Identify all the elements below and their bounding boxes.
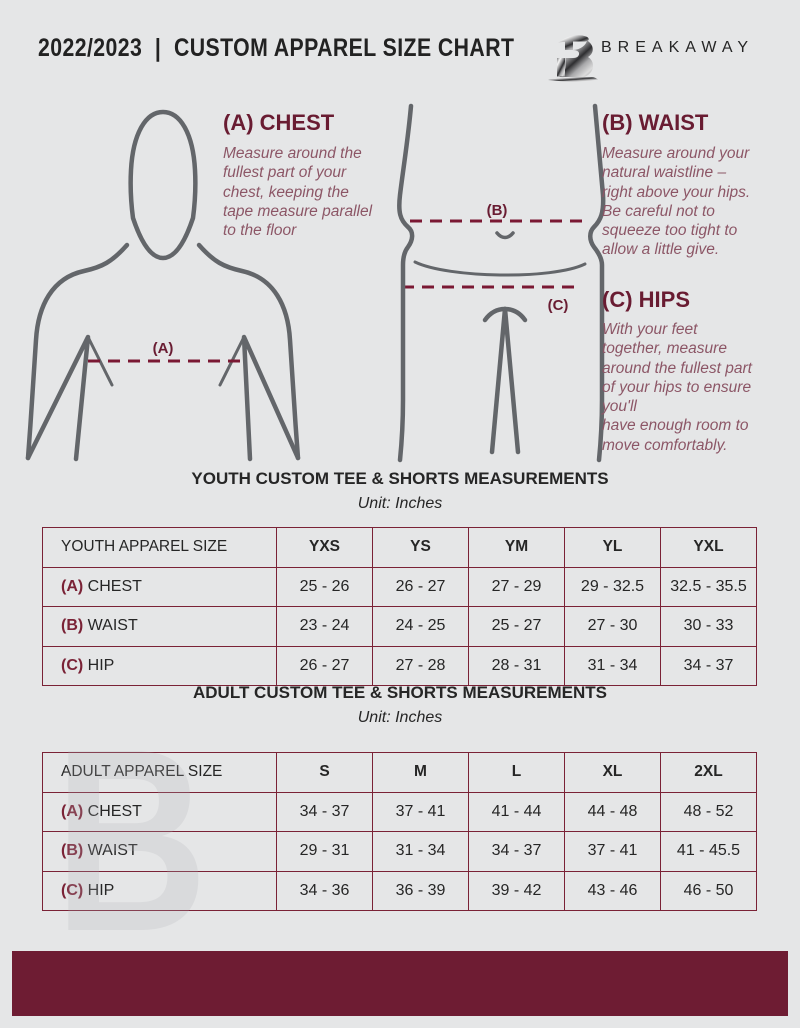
svg-text:(B): (B) <box>487 202 508 219</box>
svg-text:B: B <box>54 696 208 986</box>
svg-text:(C): (C) <box>548 297 569 314</box>
svg-text:(A): (A) <box>153 340 174 357</box>
